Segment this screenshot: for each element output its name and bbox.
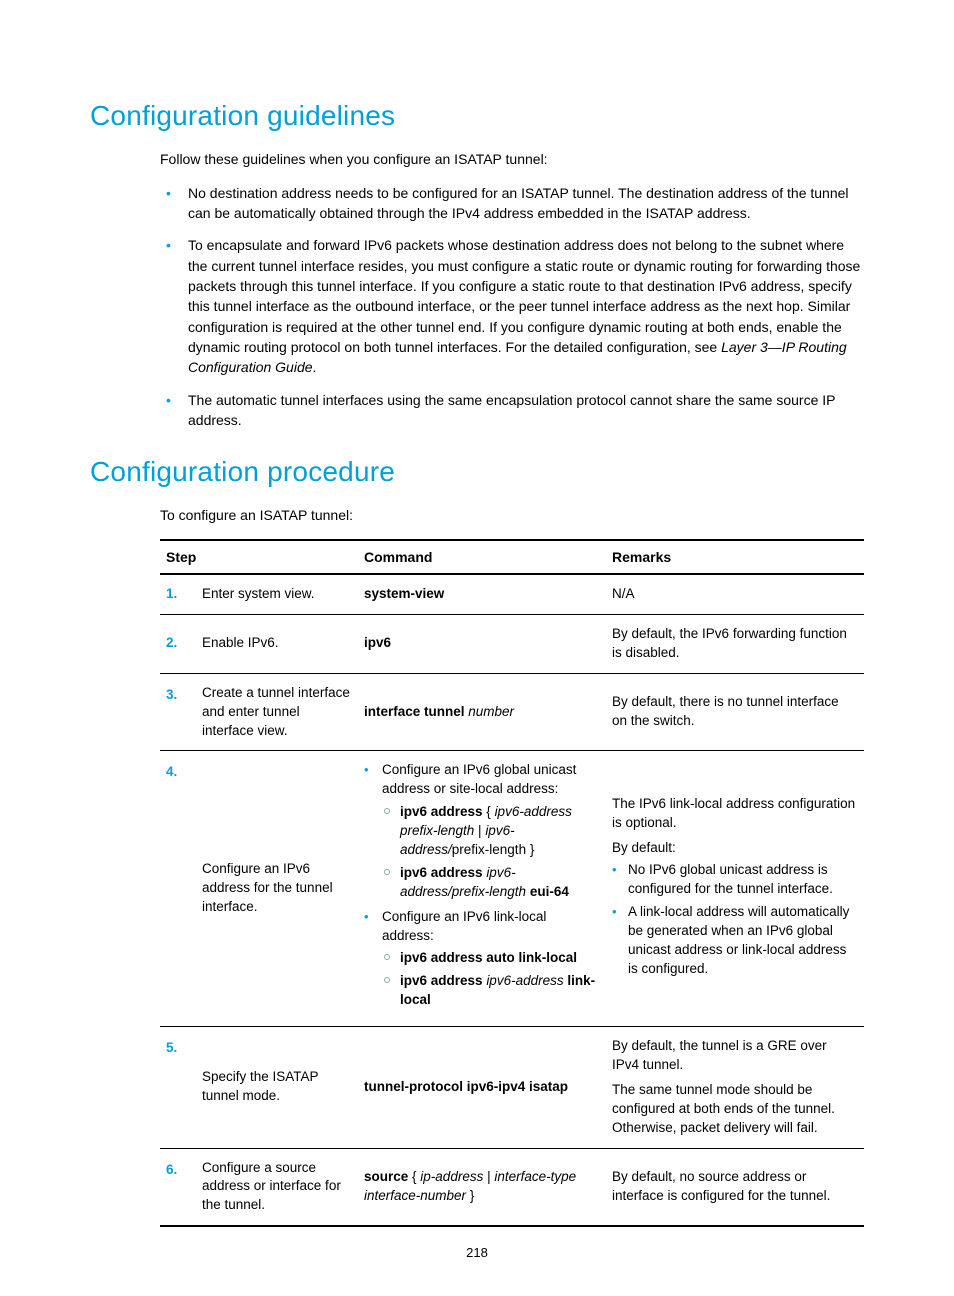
- cmd-part: source: [364, 1169, 408, 1184]
- remarks-item: No IPv6 global unicast address is config…: [612, 861, 856, 899]
- th-command: Command: [358, 540, 606, 574]
- remarks-item: A link-local address will automatically …: [612, 903, 856, 979]
- cmd-part: {: [408, 1169, 420, 1184]
- cmd-group: Configure an IPv6 global unicast address…: [364, 761, 598, 901]
- step-text: Create a tunnel interface and enter tunn…: [196, 673, 358, 751]
- cmd-text: tunnel-protocol ipv6-ipv4 isatap: [364, 1079, 568, 1094]
- cmd-group-label: Configure an IPv6 link-local address:: [382, 909, 546, 943]
- page-number: 218: [0, 1245, 954, 1260]
- bullet-text: To encapsulate and forward IPv6 packets …: [188, 237, 860, 354]
- step-number: 3.: [166, 687, 177, 702]
- table-row: 6. Configure a source address or interfa…: [160, 1148, 864, 1226]
- remarks-p: The IPv6 link-local address configuratio…: [612, 795, 856, 833]
- th-remarks: Remarks: [606, 540, 864, 574]
- step-text: Enable IPv6.: [196, 614, 358, 673]
- cmd-group-list: Configure an IPv6 global unicast address…: [364, 761, 598, 1010]
- step-text: Enter system view.: [196, 574, 358, 614]
- cmd-part: prefix-length }: [452, 842, 535, 857]
- table-row: 4. Configure an IPv6 address for the tun…: [160, 751, 864, 1027]
- cmd-option: ipv6 address auto link-local: [382, 949, 598, 968]
- section-heading-guidelines: Configuration guidelines: [90, 100, 864, 132]
- cmd-text: ipv6: [364, 635, 391, 650]
- step-number: 4.: [166, 764, 177, 779]
- cmd-option: ipv6 address ipv6-address/prefix-length …: [382, 864, 598, 902]
- guidelines-list: No destination address needs to be confi…: [160, 183, 864, 430]
- table-row: 2. Enable IPv6. ipv6 By default, the IPv…: [160, 614, 864, 673]
- cmd-bold: interface tunnel: [364, 704, 465, 719]
- remarks-list: No IPv6 global unicast address is config…: [612, 861, 856, 978]
- remarks-p: By default, the tunnel is a GRE over IPv…: [612, 1037, 856, 1075]
- cmd-option: ipv6 address ipv6-address link-local: [382, 972, 598, 1010]
- th-step: Step: [160, 540, 358, 574]
- cmd-group-label: Configure an IPv6 global unicast address…: [382, 762, 576, 796]
- cmd-part: ipv6-address: [486, 973, 563, 988]
- cmd-part: |: [483, 1169, 494, 1184]
- step-number: 2.: [166, 635, 177, 650]
- remarks-text: N/A: [606, 574, 864, 614]
- cmd-text: system-view: [364, 586, 444, 601]
- cmd-option: ipv6 address { ipv6-address prefix-lengt…: [382, 803, 598, 860]
- step-number: 5.: [166, 1040, 177, 1055]
- remarks-p: The same tunnel mode should be configure…: [612, 1081, 856, 1138]
- guidelines-bullet: No destination address needs to be confi…: [160, 183, 864, 224]
- cmd-group: Configure an IPv6 link-local address: ip…: [364, 908, 598, 1010]
- cmd-part: ip-address: [420, 1169, 483, 1184]
- table-row: 1. Enter system view. system-view N/A: [160, 574, 864, 614]
- cmd-part: eui-64: [526, 884, 569, 899]
- cmd-part: ipv6 address auto link-local: [400, 950, 577, 965]
- guidelines-bullet: The automatic tunnel interfaces using th…: [160, 390, 864, 431]
- cmd-italic: number: [465, 704, 515, 719]
- cmd-part: }: [466, 1188, 474, 1203]
- cmd-part: ipv6 address: [400, 804, 483, 819]
- section-heading-procedure: Configuration procedure: [90, 456, 864, 488]
- step-text: Specify the ISATAP tunnel mode.: [196, 1027, 358, 1148]
- procedure-table: Step Command Remarks 1. Enter system vie…: [160, 539, 864, 1227]
- bullet-tail: .: [313, 359, 317, 375]
- table-row: 5. Specify the ISATAP tunnel mode. tunne…: [160, 1027, 864, 1148]
- remarks-text: By default, there is no tunnel interface…: [606, 673, 864, 751]
- cmd-part: |: [474, 823, 485, 838]
- step-number: 6.: [166, 1162, 177, 1177]
- table-row: 3. Create a tunnel interface and enter t…: [160, 673, 864, 751]
- remarks-text: By default, the IPv6 forwarding function…: [606, 614, 864, 673]
- step-text: Configure an IPv6 address for the tunnel…: [196, 751, 358, 1027]
- procedure-intro: To configure an ISATAP tunnel:: [160, 506, 864, 525]
- step-text: Configure a source address or interface …: [196, 1148, 358, 1226]
- guidelines-intro: Follow these guidelines when you configu…: [160, 150, 864, 169]
- cmd-part: ipv6 address: [400, 865, 483, 880]
- cmd-part: ipv6 address: [400, 973, 483, 988]
- cmd-part: {: [483, 804, 495, 819]
- remarks-p: By default:: [612, 839, 856, 858]
- guidelines-bullet: To encapsulate and forward IPv6 packets …: [160, 235, 864, 377]
- step-number: 1.: [166, 586, 177, 601]
- remarks-text: By default, no source address or interfa…: [606, 1148, 864, 1226]
